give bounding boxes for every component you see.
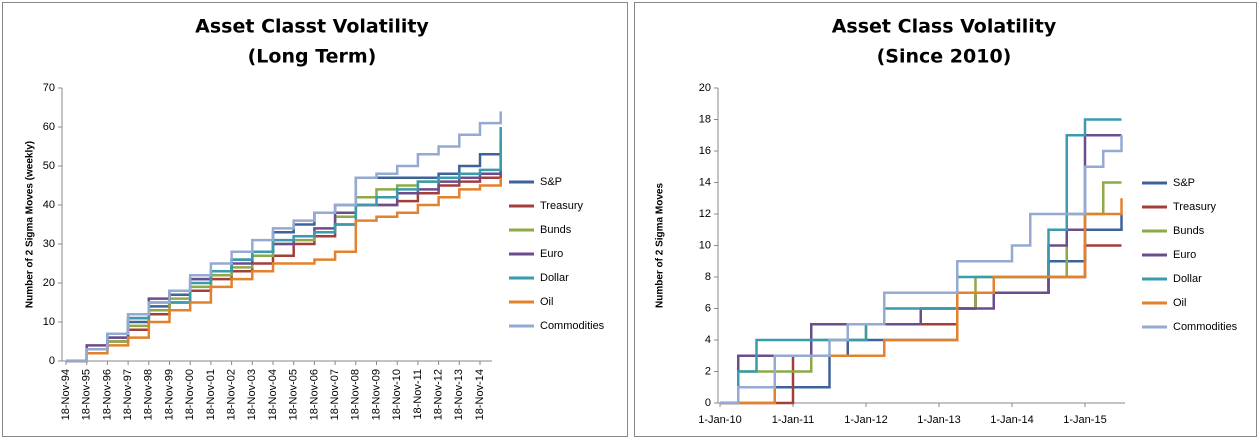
- chart-title: (Long Term): [248, 46, 377, 68]
- y-tick-label: 0: [49, 355, 55, 367]
- x-tick-label: 18-Nov-04: [267, 369, 279, 420]
- series-line: [720, 135, 1123, 405]
- panel: [634, 2, 1257, 437]
- chart-title: Asset Class Volatility: [832, 16, 1057, 38]
- y-tick-label: 8: [705, 271, 711, 283]
- x-tick-label: 1-Jan-10: [698, 414, 741, 426]
- y-tick-label: 30: [43, 238, 55, 250]
- x-tick-label: 18-Nov-96: [101, 369, 113, 420]
- x-tick-label: 18-Nov-00: [184, 369, 196, 420]
- legend-label: Commodities: [1173, 321, 1238, 333]
- x-tick-label: 18-Nov-11: [412, 369, 424, 420]
- y-tick-label: 70: [43, 82, 55, 94]
- x-tick-label: 18-Nov-08: [350, 369, 362, 420]
- chart-title: (Since 2010): [877, 46, 1012, 68]
- series-line: [66, 173, 502, 363]
- y-tick-label: 20: [699, 82, 711, 94]
- x-tick-label: 18-Nov-97: [122, 369, 134, 420]
- x-tick-label: 1-Jan-13: [917, 414, 960, 426]
- y-tick-label: 10: [43, 316, 55, 328]
- y-tick-label: 0: [705, 397, 711, 409]
- y-tick-label: 50: [43, 160, 55, 172]
- y-tick-label: 14: [699, 176, 711, 188]
- x-tick-label: 1-Jan-12: [844, 414, 887, 426]
- legend-label: Dollar: [1173, 273, 1202, 285]
- legend-label: Euro: [540, 248, 563, 260]
- y-tick-label: 2: [705, 365, 711, 377]
- series-line: [66, 177, 502, 363]
- x-tick-label: 1-Jan-11: [772, 414, 815, 426]
- legend-label: Euro: [1173, 249, 1196, 261]
- x-tick-label: 18-Nov-05: [288, 369, 300, 420]
- legend-label: S&P: [540, 176, 562, 188]
- legend-label: Dollar: [540, 272, 569, 284]
- y-tick-label: 60: [43, 121, 55, 133]
- x-tick-label: 18-Nov-02: [226, 369, 238, 420]
- x-tick-label: 18-Nov-12: [433, 369, 445, 420]
- y-tick-label: 12: [699, 208, 711, 220]
- y-axis-label: Number of 2 Sigma Moves: [655, 183, 666, 308]
- x-tick-label: 1-Jan-15: [1063, 414, 1106, 426]
- y-tick-label: 40: [43, 199, 55, 211]
- x-tick-label: 1-Jan-14: [990, 414, 1033, 426]
- y-tick-label: 20: [43, 277, 55, 289]
- legend-label: Commodities: [540, 320, 605, 332]
- chart-title: Asset Classt Volatility: [195, 16, 429, 38]
- legend-label: Oil: [540, 296, 553, 308]
- legend-label: S&P: [1173, 177, 1195, 189]
- x-tick-label: 18-Nov-07: [329, 369, 341, 420]
- x-tick-label: 18-Nov-10: [391, 369, 403, 420]
- legend-label: Bunds: [540, 224, 572, 236]
- legend-label: Treasury: [540, 200, 583, 212]
- x-tick-label: 18-Nov-95: [81, 369, 93, 420]
- y-tick-label: 6: [705, 302, 711, 314]
- x-tick-label: 18-Nov-03: [246, 369, 258, 420]
- x-tick-label: 18-Nov-01: [205, 369, 217, 420]
- legend-label: Oil: [1173, 297, 1186, 309]
- series-line: [720, 118, 1122, 405]
- x-tick-label: 18-Nov-09: [370, 369, 382, 420]
- y-tick-label: 16: [699, 145, 711, 157]
- series-line: [66, 127, 502, 363]
- series-line: [66, 111, 502, 363]
- x-tick-label: 18-Nov-99: [163, 369, 175, 420]
- legend-label: Bunds: [1173, 225, 1205, 237]
- y-tick-label: 18: [699, 113, 711, 125]
- x-tick-label: 18-Nov-98: [143, 369, 155, 420]
- x-tick-label: 18-Nov-06: [308, 369, 320, 420]
- x-tick-label: 18-Nov-13: [453, 369, 465, 420]
- y-tick-label: 4: [705, 334, 711, 346]
- y-tick-label: 10: [699, 239, 711, 251]
- x-tick-label: 18-Nov-14: [474, 369, 486, 420]
- x-tick-label: 18-Nov-94: [60, 369, 72, 420]
- y-axis-label: Number of 2 Sigma Moves (weekly): [25, 141, 36, 308]
- legend-label: Treasury: [1173, 201, 1216, 213]
